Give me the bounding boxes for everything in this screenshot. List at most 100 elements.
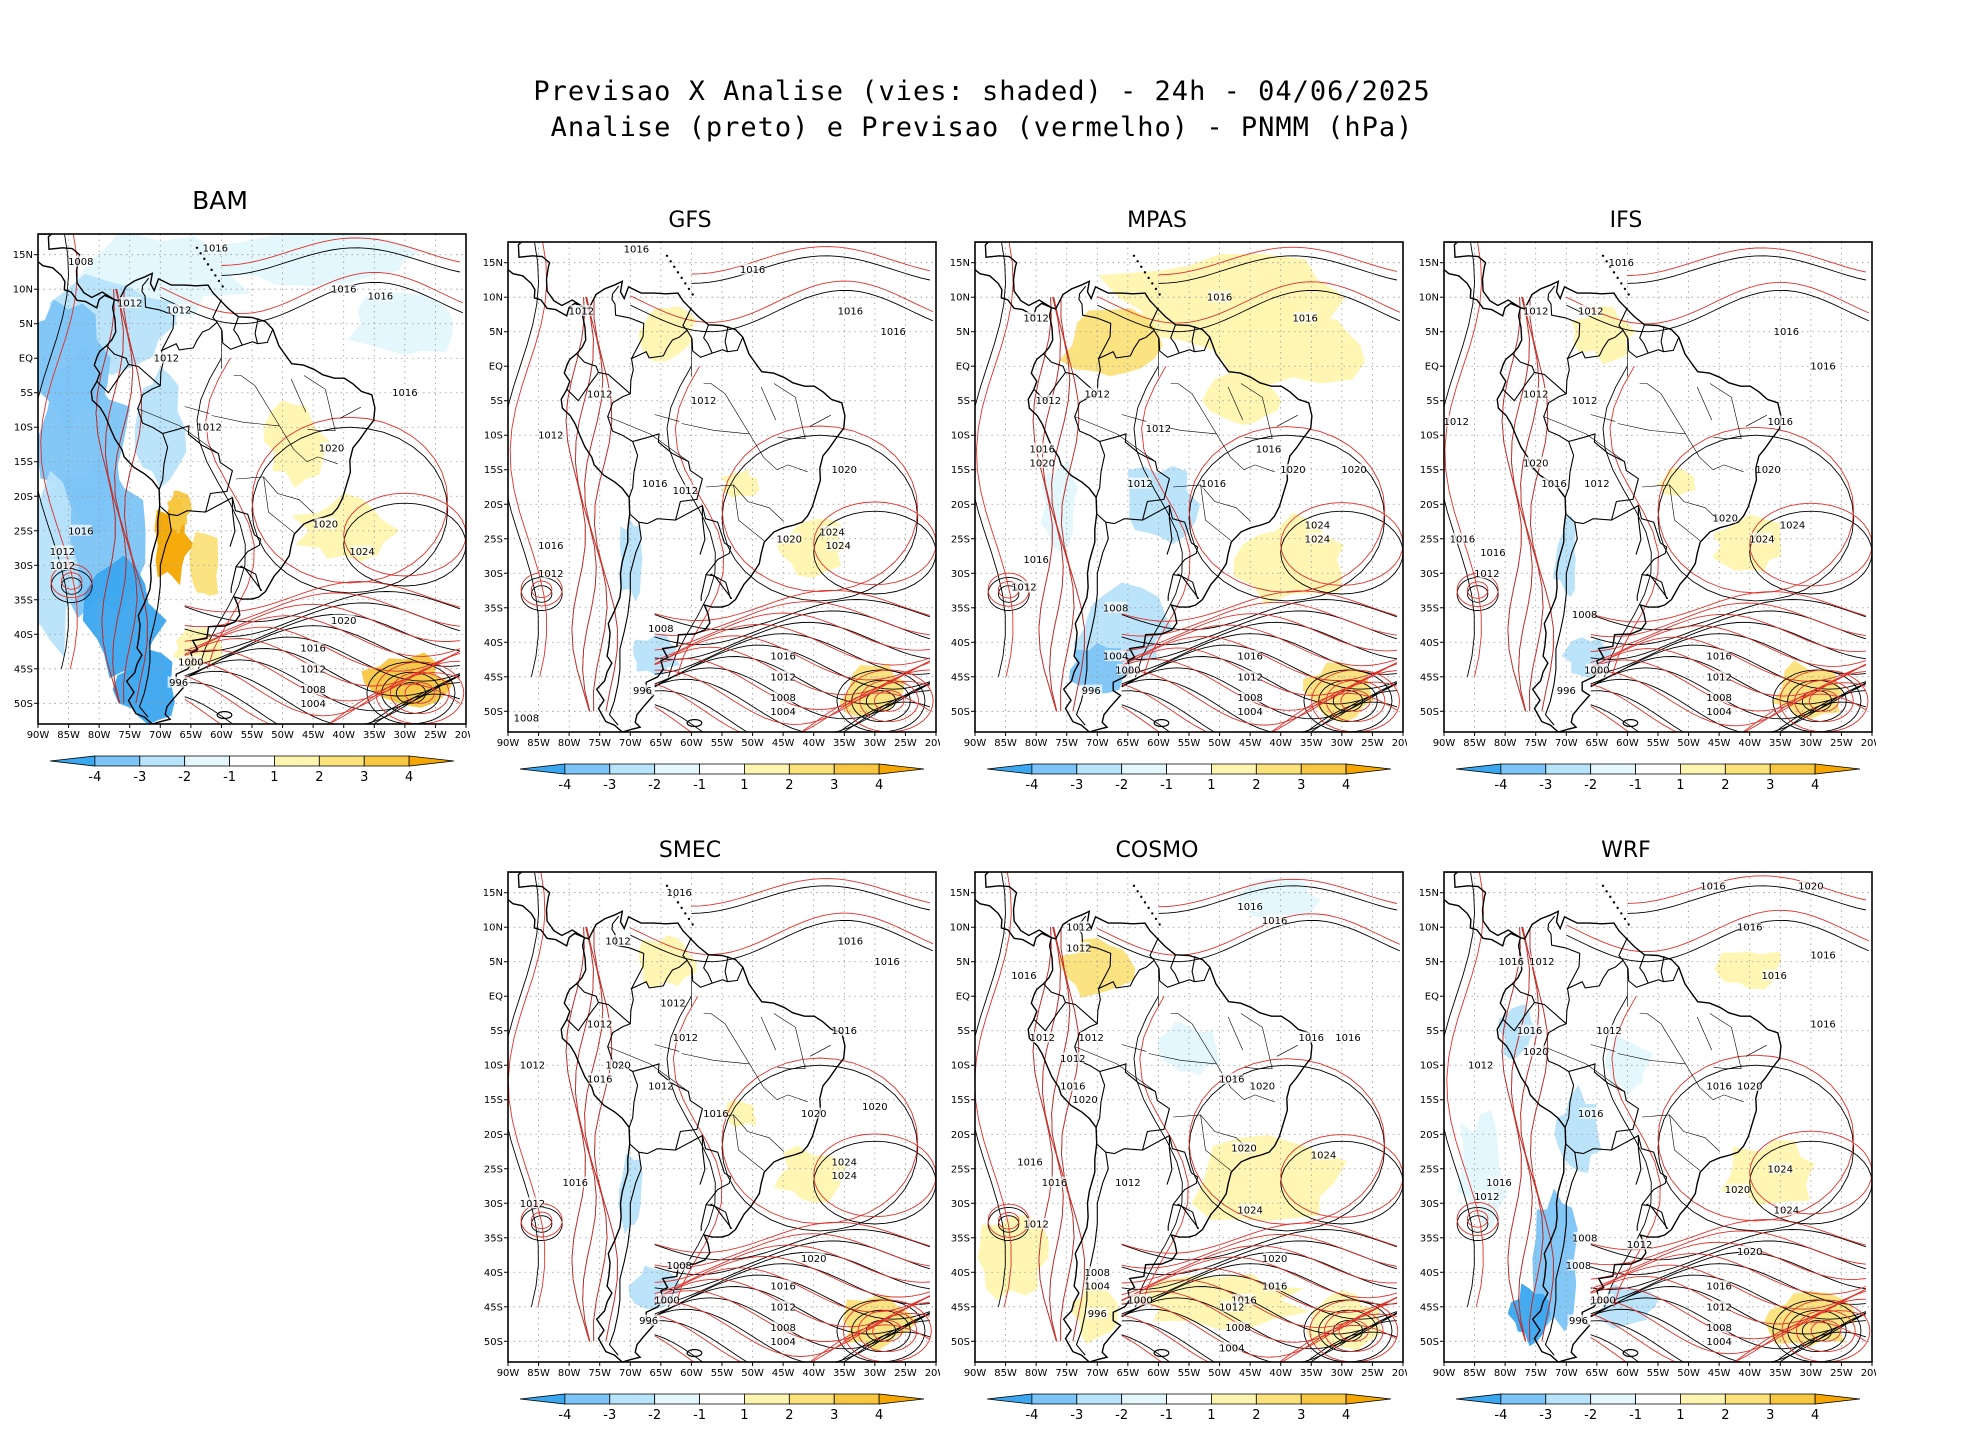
lat-tick-label: 15N xyxy=(1419,888,1439,899)
colorbar-swatch xyxy=(139,755,186,767)
isobar-label: 1016 xyxy=(1292,313,1317,324)
colorbar-swatch xyxy=(1255,763,1302,775)
isobar-label: 1012 xyxy=(538,569,563,580)
isobar-label: 1020 xyxy=(1072,1095,1097,1106)
lat-tick-label: 20S xyxy=(14,492,33,503)
isobar-label: 1016 xyxy=(1480,548,1505,559)
lat-tick-label: 5S xyxy=(957,1026,970,1037)
isobar-label: 1012 xyxy=(520,1199,545,1210)
lat-tick-label: 35S xyxy=(951,1233,970,1244)
isobar-label: 1016 xyxy=(1030,445,1055,456)
isobar-label: 1008 xyxy=(1085,1268,1110,1279)
isobar-label: 1016 xyxy=(874,957,899,968)
isobar-label: 1016 xyxy=(1335,1033,1360,1044)
lon-tick-label: 70W xyxy=(1555,738,1578,749)
colorbar: -4 -3 -2 -1 1 2 3 4 xyxy=(49,755,455,785)
isobar-label: 1020 xyxy=(801,1254,826,1265)
lon-tick-label: 80W xyxy=(1494,1368,1517,1379)
colorbar-swatch xyxy=(519,1393,566,1405)
panel-wrf: WRF 1020 1016 1016 1016 1016 1016 1012 1012 1016 1… xyxy=(1406,838,1876,1423)
isobar-label: 1008 xyxy=(648,624,673,635)
lon-tick-label: 55W xyxy=(1178,1368,1201,1379)
lon-tick-label: 45W xyxy=(1239,1368,1262,1379)
lon-tick-label: 70W xyxy=(1086,1368,1109,1379)
isobar-label: 1012 xyxy=(1529,957,1554,968)
isobar-label: 1004 xyxy=(1706,707,1731,718)
isobar-label: 1016 xyxy=(1578,1109,1603,1120)
bias-shading xyxy=(773,1145,847,1203)
coastline-south-america xyxy=(560,280,846,732)
isobar-label: 1016 xyxy=(1810,1019,1835,1030)
bias-shading xyxy=(1059,308,1163,377)
isobar-label: 1012 xyxy=(1146,424,1171,435)
isobar-label: 1012 xyxy=(166,305,191,316)
lon-tick-label: 65W xyxy=(650,738,673,749)
colorbar-swatch xyxy=(318,755,365,767)
colorbar-swatch xyxy=(1255,1393,1302,1405)
lon-tick-label: 85W xyxy=(57,730,80,741)
isobar-label: 1012 xyxy=(1627,1240,1652,1251)
colorbar-swatch xyxy=(1814,763,1861,775)
isobar-label: 1020 xyxy=(862,1102,887,1113)
lon-tick-label: 35W xyxy=(1300,738,1323,749)
bias-shading xyxy=(1605,1035,1654,1097)
colorbar-swatch xyxy=(1031,763,1078,775)
lon-tick-label: 90W xyxy=(1433,1368,1456,1379)
lon-tick-label: 65W xyxy=(1117,738,1140,749)
colorbar-swatch xyxy=(609,1393,656,1405)
lon-tick-label: 35W xyxy=(833,738,856,749)
isobar-label: 1012 xyxy=(1468,1061,1493,1072)
colorbar-label: 3 xyxy=(830,1408,838,1423)
bias-shading xyxy=(1572,306,1636,365)
isobar-label: 1016 xyxy=(1256,445,1281,456)
lat-tick-label: 20S xyxy=(1420,500,1439,511)
isobar-label: 1016 xyxy=(838,307,863,318)
lon-tick-label: 65W xyxy=(1586,738,1609,749)
isobar-label: 1012 xyxy=(520,1061,545,1072)
colorbar: -4 -3 -2 -1 1 2 3 4 xyxy=(1455,763,1861,793)
isobar-label: 1020 xyxy=(1755,465,1780,476)
isobar-label: 1016 xyxy=(624,244,649,255)
colorbar-swatch xyxy=(1211,763,1257,775)
lat-tick-label: 10N xyxy=(950,293,970,304)
isobar-label: 1024 xyxy=(1780,520,1805,531)
lat-tick-label: 10S xyxy=(484,431,503,442)
lon-tick-label: 80W xyxy=(1025,1368,1048,1379)
colorbar-label: 3 xyxy=(1766,778,1774,793)
lat-tick-label: 5N xyxy=(489,957,503,968)
lat-tick-label: 15S xyxy=(951,465,970,476)
isobar-label: 1012 xyxy=(1060,1054,1085,1065)
lon-tick-label: 70W xyxy=(1555,1368,1578,1379)
map-plot: 1020 1016 1016 1016 1016 1016 1012 1012 1016 1020… xyxy=(1419,871,1876,1423)
isobar-label: 1012 xyxy=(587,389,612,400)
isobar-label: 1012 xyxy=(770,1302,795,1313)
lon-tick-label: 50W xyxy=(1677,738,1700,749)
colorbar-label: 4 xyxy=(875,1408,883,1423)
colorbar-label: -2 xyxy=(648,778,661,793)
panel-title: SMEC xyxy=(658,838,722,863)
bias-shading xyxy=(1552,516,1576,598)
lat-tick-label: 5N xyxy=(489,327,503,338)
isobar-label: 1016 xyxy=(1042,1178,1067,1189)
isobar-label: 1016 xyxy=(1706,1081,1731,1092)
isobar-label: 1016 xyxy=(770,1282,795,1293)
isobar-label: 1024 xyxy=(832,1157,857,1168)
coastline-south-america xyxy=(90,272,376,724)
lat-tick-label: 40S xyxy=(951,1268,970,1279)
isobar-label: 1000 xyxy=(1115,665,1140,676)
panel-ifs: IFS 1016 1012 1012 1016 1016 1012 1012 1012 1016 1… xyxy=(1406,208,1876,793)
colorbar-swatch xyxy=(1635,1393,1681,1405)
lon-tick-label: 70W xyxy=(619,738,642,749)
isobar-label: 1004 xyxy=(1706,1337,1731,1348)
lat-tick-label: EQ xyxy=(956,992,970,1003)
lat-tick-label: 25S xyxy=(1420,534,1439,545)
isobar-label: 1012 xyxy=(770,672,795,683)
coastline-south-america xyxy=(1027,280,1313,732)
colorbar-label: 3 xyxy=(1297,1408,1305,1423)
lon-tick-label: 50W xyxy=(1208,738,1231,749)
isobar-label: 1012 xyxy=(1523,307,1548,318)
colorbar-swatch xyxy=(1121,1393,1167,1405)
isobar-label: 1020 xyxy=(777,534,802,545)
isobar-label: 1012 xyxy=(1078,1033,1103,1044)
lat-tick-label: EQ xyxy=(489,992,503,1003)
